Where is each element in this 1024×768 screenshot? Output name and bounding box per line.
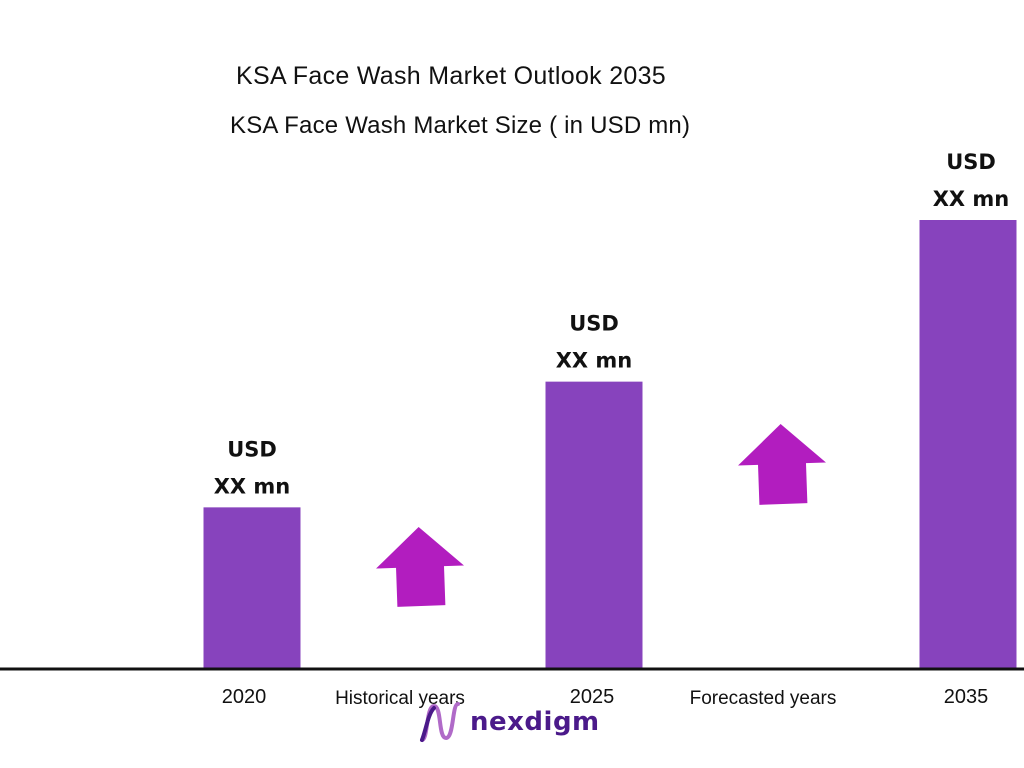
bar-value-label: USD [946, 150, 996, 174]
bar-2035 [919, 220, 1017, 669]
bar-value-label: USD [227, 437, 277, 461]
x-tick-label: 2035 [944, 686, 989, 708]
nexdigm-logo-mark-icon [420, 702, 460, 742]
logo-text: nexdigm [470, 707, 600, 737]
period-label: Forecasted years [690, 688, 837, 709]
growth-arrow-icon [738, 424, 826, 505]
growth-arrow-icon [376, 527, 464, 607]
nexdigm-logo: nexdigm [418, 700, 600, 744]
bar-value-label: XX mn [933, 187, 1010, 211]
page-subtitle: KSA Face Wash Market Size ( in USD mn) [230, 112, 691, 139]
bar-value-label: USD [569, 312, 619, 336]
x-tick-label: 2025 [570, 686, 615, 708]
period-label: Historical years [335, 688, 465, 709]
x-tick-label: 2020 [222, 686, 267, 708]
bar-value-label: XX mn [214, 474, 291, 498]
bar-2025 [545, 381, 643, 669]
page-title: KSA Face Wash Market Outlook 2035 [236, 62, 667, 90]
bars-layer [203, 220, 1017, 669]
labels-layer: USD XX mn 2020 USD XX mn 2025 USD XX mn 2035 Hist… [214, 150, 1010, 709]
bar-value-label: XX mn [556, 349, 633, 373]
growth-arrows-layer [376, 424, 826, 607]
bar-2020 [203, 507, 301, 669]
